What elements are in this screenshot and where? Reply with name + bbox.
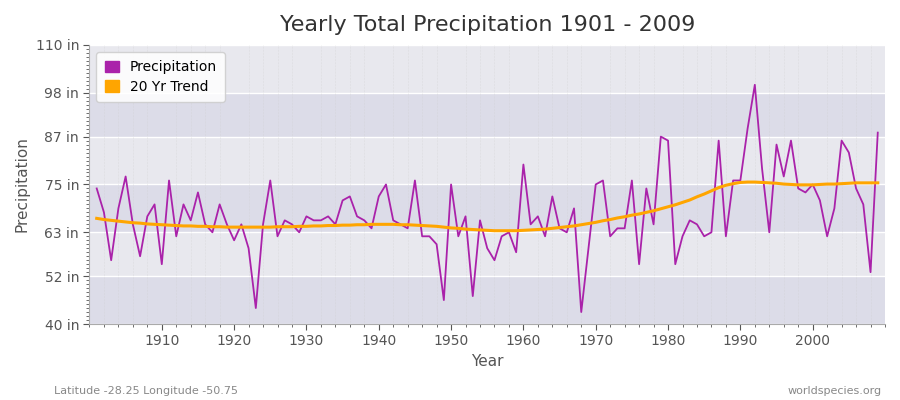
Bar (89, 184, 885, 232)
Bar (89, 93, 885, 137)
Text: worldspecies.org: worldspecies.org (788, 386, 882, 396)
20 Yr Trend (742, 180, 753, 184)
20 Yr Trend (309, 224, 320, 228)
Precipitation (91, 186, 102, 191)
Bar (89, 276, 885, 324)
Precipitation (612, 226, 623, 231)
Text: Latitude -28.25 Longitude -50.75: Latitude -28.25 Longitude -50.75 (54, 386, 238, 396)
Precipitation (149, 202, 160, 207)
Bar (89, 232, 885, 276)
Precipitation (872, 130, 883, 135)
20 Yr Trend (612, 216, 623, 220)
Precipitation (352, 214, 363, 219)
Precipitation (518, 162, 529, 167)
Precipitation (576, 310, 587, 314)
Title: Yearly Total Precipitation 1901 - 2009: Yearly Total Precipitation 1901 - 2009 (280, 15, 695, 35)
Precipitation (511, 250, 522, 255)
20 Yr Trend (149, 222, 160, 227)
Line: Precipitation: Precipitation (96, 85, 878, 312)
20 Yr Trend (489, 228, 500, 233)
Legend: Precipitation, 20 Yr Trend: Precipitation, 20 Yr Trend (96, 52, 225, 102)
20 Yr Trend (352, 222, 363, 227)
Precipitation (750, 82, 760, 87)
X-axis label: Year: Year (471, 354, 503, 369)
Line: 20 Yr Trend: 20 Yr Trend (96, 182, 878, 231)
Y-axis label: Precipitation: Precipitation (15, 136, 30, 232)
20 Yr Trend (526, 228, 536, 232)
Precipitation (309, 218, 320, 223)
Bar (89, 45, 885, 93)
Bar (89, 137, 885, 184)
20 Yr Trend (518, 228, 529, 233)
20 Yr Trend (872, 180, 883, 185)
20 Yr Trend (91, 216, 102, 221)
